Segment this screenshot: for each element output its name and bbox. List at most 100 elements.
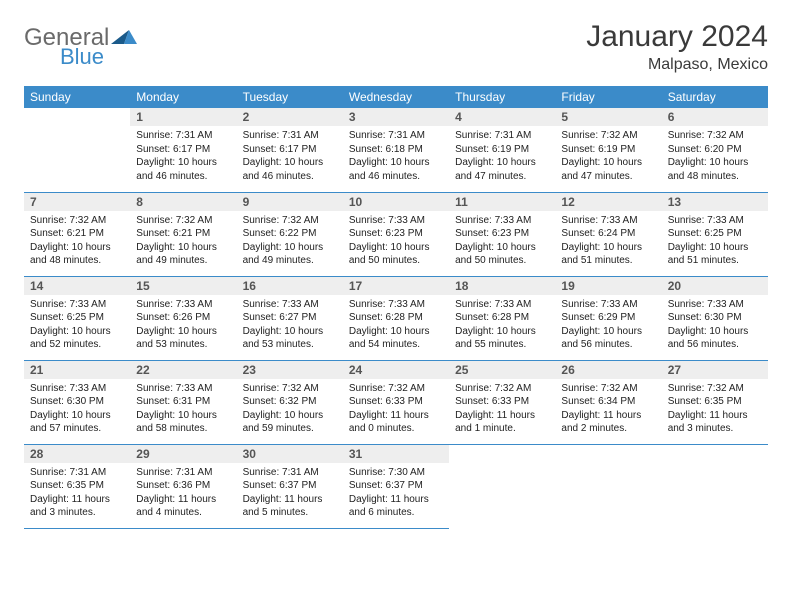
day-number: 29 [130,445,236,463]
daylight-line: Daylight: 10 hours and 47 minutes. [455,156,549,183]
daylight-line: Daylight: 10 hours and 48 minutes. [668,156,762,183]
day-details: Sunrise: 7:31 AMSunset: 6:18 PMDaylight:… [343,126,449,187]
calendar-day-cell: 13Sunrise: 7:33 AMSunset: 6:25 PMDayligh… [662,192,768,276]
daylight-line: Daylight: 11 hours and 1 minute. [455,409,549,436]
daylight-line: Daylight: 10 hours and 46 minutes. [243,156,337,183]
sunrise-line: Sunrise: 7:32 AM [561,382,655,396]
daylight-line: Daylight: 10 hours and 53 minutes. [243,325,337,352]
day-details: Sunrise: 7:33 AMSunset: 6:28 PMDaylight:… [449,295,555,356]
day-details: Sunrise: 7:32 AMSunset: 6:19 PMDaylight:… [555,126,661,187]
sunrise-line: Sunrise: 7:33 AM [455,298,549,312]
day-number: 5 [555,108,661,126]
day-details: Sunrise: 7:33 AMSunset: 6:24 PMDaylight:… [555,211,661,272]
calendar-day-cell: 21Sunrise: 7:33 AMSunset: 6:30 PMDayligh… [24,360,130,444]
daylight-line: Daylight: 11 hours and 6 minutes. [349,493,443,520]
calendar-day-cell: 24Sunrise: 7:32 AMSunset: 6:33 PMDayligh… [343,360,449,444]
sunset-line: Sunset: 6:28 PM [455,311,549,325]
weekday-header-row: SundayMondayTuesdayWednesdayThursdayFrid… [24,86,768,108]
day-number: 16 [237,277,343,295]
day-details: Sunrise: 7:31 AMSunset: 6:35 PMDaylight:… [24,463,130,524]
sunrise-line: Sunrise: 7:30 AM [349,466,443,480]
calendar-day-cell: 2Sunrise: 7:31 AMSunset: 6:17 PMDaylight… [237,108,343,192]
day-details: Sunrise: 7:33 AMSunset: 6:27 PMDaylight:… [237,295,343,356]
sunset-line: Sunset: 6:32 PM [243,395,337,409]
logo-icon [111,26,137,46]
sunset-line: Sunset: 6:23 PM [349,227,443,241]
sunset-line: Sunset: 6:29 PM [561,311,655,325]
calendar-day-cell: 7Sunrise: 7:32 AMSunset: 6:21 PMDaylight… [24,192,130,276]
day-details: Sunrise: 7:33 AMSunset: 6:23 PMDaylight:… [343,211,449,272]
calendar-day-cell: 19Sunrise: 7:33 AMSunset: 6:29 PMDayligh… [555,276,661,360]
day-details: Sunrise: 7:32 AMSunset: 6:32 PMDaylight:… [237,379,343,440]
day-details: Sunrise: 7:31 AMSunset: 6:37 PMDaylight:… [237,463,343,524]
daylight-line: Daylight: 10 hours and 54 minutes. [349,325,443,352]
day-details: Sunrise: 7:33 AMSunset: 6:25 PMDaylight:… [662,211,768,272]
day-details: Sunrise: 7:32 AMSunset: 6:34 PMDaylight:… [555,379,661,440]
weekday-header: Friday [555,86,661,108]
sunrise-line: Sunrise: 7:33 AM [243,298,337,312]
sunset-line: Sunset: 6:34 PM [561,395,655,409]
sunrise-line: Sunrise: 7:32 AM [668,382,762,396]
sunrise-line: Sunrise: 7:33 AM [349,214,443,228]
sunset-line: Sunset: 6:21 PM [136,227,230,241]
calendar-day-cell: 27Sunrise: 7:32 AMSunset: 6:35 PMDayligh… [662,360,768,444]
sunset-line: Sunset: 6:19 PM [455,143,549,157]
calendar-week-row: 7Sunrise: 7:32 AMSunset: 6:21 PMDaylight… [24,192,768,276]
daylight-line: Daylight: 10 hours and 55 minutes. [455,325,549,352]
day-number: 3 [343,108,449,126]
day-number: 20 [662,277,768,295]
sunrise-line: Sunrise: 7:33 AM [668,214,762,228]
day-number: 1 [130,108,236,126]
calendar-day-cell: 22Sunrise: 7:33 AMSunset: 6:31 PMDayligh… [130,360,236,444]
daylight-line: Daylight: 11 hours and 4 minutes. [136,493,230,520]
calendar-day-cell [662,444,768,528]
day-number: 17 [343,277,449,295]
day-number: 22 [130,361,236,379]
sunset-line: Sunset: 6:37 PM [243,479,337,493]
sunset-line: Sunset: 6:18 PM [349,143,443,157]
calendar-day-cell: 11Sunrise: 7:33 AMSunset: 6:23 PMDayligh… [449,192,555,276]
sunset-line: Sunset: 6:36 PM [136,479,230,493]
sunrise-line: Sunrise: 7:31 AM [243,466,337,480]
calendar-day-cell: 16Sunrise: 7:33 AMSunset: 6:27 PMDayligh… [237,276,343,360]
day-details: Sunrise: 7:31 AMSunset: 6:17 PMDaylight:… [237,126,343,187]
day-number: 15 [130,277,236,295]
day-number: 13 [662,193,768,211]
sunset-line: Sunset: 6:17 PM [243,143,337,157]
sunset-line: Sunset: 6:25 PM [30,311,124,325]
calendar-day-cell: 26Sunrise: 7:32 AMSunset: 6:34 PMDayligh… [555,360,661,444]
daylight-line: Daylight: 10 hours and 47 minutes. [561,156,655,183]
daylight-line: Daylight: 10 hours and 53 minutes. [136,325,230,352]
sunrise-line: Sunrise: 7:33 AM [561,214,655,228]
sunrise-line: Sunrise: 7:33 AM [349,298,443,312]
daylight-line: Daylight: 10 hours and 56 minutes. [561,325,655,352]
calendar-week-row: 14Sunrise: 7:33 AMSunset: 6:25 PMDayligh… [24,276,768,360]
sunrise-line: Sunrise: 7:33 AM [30,298,124,312]
calendar-day-cell: 6Sunrise: 7:32 AMSunset: 6:20 PMDaylight… [662,108,768,192]
calendar-day-cell: 12Sunrise: 7:33 AMSunset: 6:24 PMDayligh… [555,192,661,276]
page: General January 2024 Malpaso, Mexico Blu… [0,0,792,539]
day-number: 26 [555,361,661,379]
day-number: 23 [237,361,343,379]
sunrise-line: Sunrise: 7:32 AM [243,382,337,396]
title-block: January 2024 Malpaso, Mexico [586,20,768,74]
sunset-line: Sunset: 6:26 PM [136,311,230,325]
day-number: 19 [555,277,661,295]
day-number: 18 [449,277,555,295]
calendar-week-row: 21Sunrise: 7:33 AMSunset: 6:30 PMDayligh… [24,360,768,444]
daylight-line: Daylight: 10 hours and 57 minutes. [30,409,124,436]
calendar-day-cell: 23Sunrise: 7:32 AMSunset: 6:32 PMDayligh… [237,360,343,444]
daylight-line: Daylight: 11 hours and 2 minutes. [561,409,655,436]
calendar-week-row: 28Sunrise: 7:31 AMSunset: 6:35 PMDayligh… [24,444,768,528]
sunset-line: Sunset: 6:21 PM [30,227,124,241]
sunset-line: Sunset: 6:20 PM [668,143,762,157]
sunset-line: Sunset: 6:22 PM [243,227,337,241]
daylight-line: Daylight: 10 hours and 56 minutes. [668,325,762,352]
day-number: 30 [237,445,343,463]
day-details: Sunrise: 7:32 AMSunset: 6:21 PMDaylight:… [24,211,130,272]
sunrise-line: Sunrise: 7:31 AM [243,129,337,143]
day-details: Sunrise: 7:33 AMSunset: 6:28 PMDaylight:… [343,295,449,356]
month-title: January 2024 [586,20,768,54]
sunrise-line: Sunrise: 7:31 AM [455,129,549,143]
day-details: Sunrise: 7:30 AMSunset: 6:37 PMDaylight:… [343,463,449,524]
